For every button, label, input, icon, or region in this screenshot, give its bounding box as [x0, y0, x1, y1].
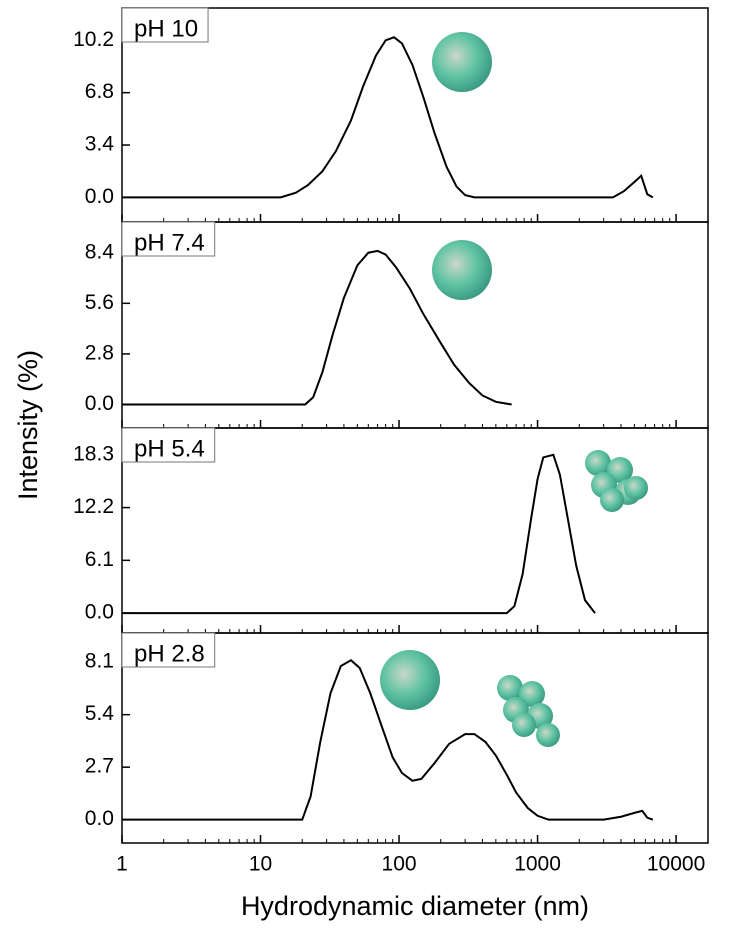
panel-label: pH 5.4 [134, 435, 205, 462]
panel-label: pH 10 [134, 15, 198, 42]
panel-label: pH 7.4 [134, 229, 205, 256]
y-tick-label: 2.7 [85, 755, 114, 778]
x-axis-label: Hydrodynamic diameter (nm) [241, 891, 589, 921]
y-tick-label: 0.0 [85, 185, 114, 208]
panel-label-box [121, 7, 209, 43]
y-tick-label: 2.8 [85, 341, 114, 364]
virus-cluster [585, 450, 648, 512]
y-tick-label: 0.0 [85, 807, 114, 830]
y-tick-label: 3.4 [85, 133, 115, 156]
data-line [122, 36, 654, 199]
virus-icon [380, 650, 440, 710]
y-tick-label: 12.2 [73, 495, 114, 518]
y-tick-label: 5.4 [85, 702, 115, 725]
virus-icon [432, 32, 492, 92]
virus-cluster [497, 675, 560, 747]
y-tick-label: 18.3 [73, 442, 114, 465]
y-tick-label: 0.0 [85, 392, 114, 415]
panel-frame [121, 7, 709, 223]
panel-label-box [121, 632, 216, 668]
y-tick-label: 6.1 [85, 548, 114, 571]
y-tick-label: 0.0 [85, 601, 114, 624]
panel-frame [121, 632, 709, 844]
y-tick-label: 8.1 [85, 650, 114, 673]
virus-icons [380, 32, 648, 747]
panel-label: pH 2.8 [134, 640, 205, 667]
data-line [122, 453, 596, 615]
x-tick-label: 10 [249, 853, 272, 876]
y-tick-label: 6.8 [85, 80, 114, 103]
data-line [122, 249, 512, 406]
panel-label-box [121, 427, 216, 463]
x-tick-label: 100 [382, 853, 417, 876]
x-tick-label: 1 [116, 853, 128, 876]
x-tick-label: 1000 [514, 853, 561, 876]
y-axis-label: Intensity (%) [13, 350, 43, 500]
virus-icon [432, 240, 492, 300]
y-tick-label: 5.6 [85, 291, 114, 314]
y-tick-label: 10.2 [73, 28, 114, 51]
y-tick-label: 8.4 [85, 240, 115, 263]
data-line [122, 658, 654, 821]
x-tick-label: 10000 [647, 853, 705, 876]
panel-label-box [121, 221, 216, 257]
